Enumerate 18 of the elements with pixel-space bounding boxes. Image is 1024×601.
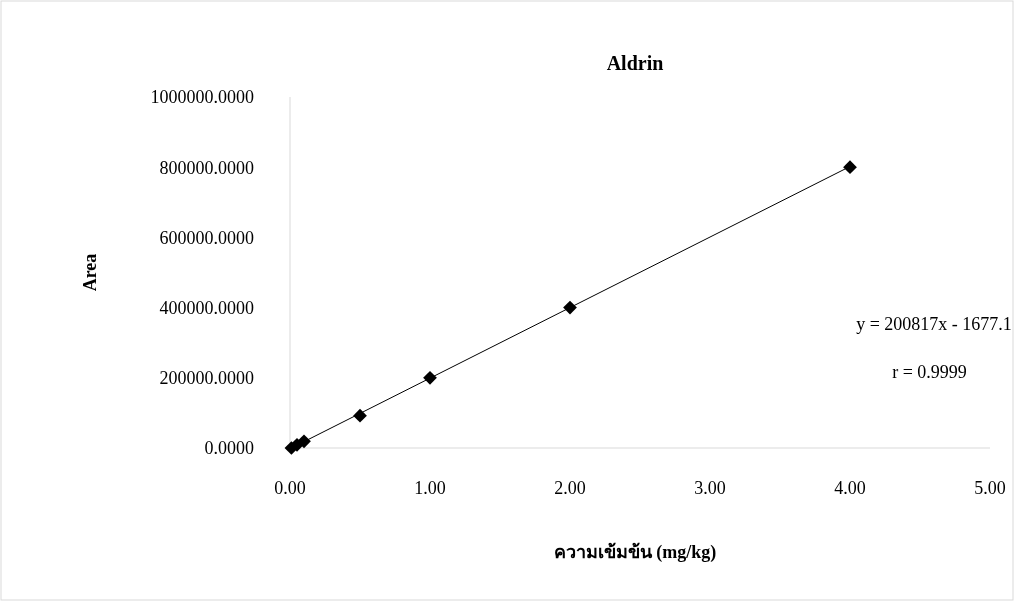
y-tick-label: 1000000.0000 <box>150 87 254 108</box>
annotation: y = 200817x - 1677.1 <box>856 314 1012 334</box>
x-tick-label: 3.00 <box>694 478 726 498</box>
y-axis-title: Area <box>80 253 100 292</box>
y-tick-label: 800000.0000 <box>159 157 254 178</box>
y-tick-label: 0.0000 <box>204 438 254 459</box>
x-tick-label: 5.00 <box>974 478 1006 498</box>
x-tick-label: 1.00 <box>414 478 446 498</box>
x-axis-title: ความเข้มข้น (mg/kg) <box>553 542 717 563</box>
x-tick-label: 0.00 <box>274 478 306 498</box>
point <box>843 160 857 175</box>
x-tick-label: 4.00 <box>834 478 866 498</box>
x-tick-label: 2.00 <box>554 478 586 498</box>
annotation: r = 0.9999 <box>892 362 967 382</box>
chart-title: Aldrin <box>606 52 664 74</box>
y-tick-label: 600000.0000 <box>159 227 254 248</box>
y-tick-label: 200000.0000 <box>159 368 254 389</box>
y-tick-label: 400000.0000 <box>159 297 254 318</box>
